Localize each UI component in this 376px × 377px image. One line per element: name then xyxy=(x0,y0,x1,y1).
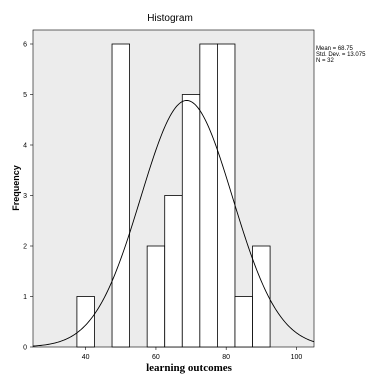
histogram-bar xyxy=(234,296,253,348)
histogram-bar xyxy=(252,245,271,348)
x-tick-label: 80 xyxy=(222,354,230,361)
x-tick-label: 60 xyxy=(152,354,160,361)
bars-group xyxy=(76,43,271,348)
x-tick-label: 40 xyxy=(82,354,90,361)
stats-line: N = 32 xyxy=(316,58,335,64)
y-tick-label: 2 xyxy=(23,244,27,251)
histogram-bar xyxy=(164,195,183,348)
stats-line: Std. Dev. = 13.075 xyxy=(316,52,366,58)
y-axis-label: Frequency xyxy=(11,165,21,211)
y-tick-label: 6 xyxy=(23,42,27,49)
y-tick-label: 4 xyxy=(23,143,27,150)
histogram-bar xyxy=(181,94,201,348)
y-tick-label: 5 xyxy=(23,92,27,99)
y-tick-label: 0 xyxy=(23,345,27,352)
y-axis: 0 1 2 3 4 5 6 xyxy=(23,42,33,352)
histogram-bar xyxy=(76,296,95,348)
normal-curve xyxy=(32,100,315,347)
histogram-bar xyxy=(111,43,130,348)
y-tick-label: 3 xyxy=(23,193,27,200)
x-axis: 40 60 80 100 xyxy=(82,347,303,361)
histogram-bar xyxy=(146,245,166,348)
chart-title: Histogram xyxy=(147,13,193,24)
stats-line: Mean = 68.75 xyxy=(316,46,354,52)
histogram-bar xyxy=(199,43,218,348)
x-axis-label: learning outcomes xyxy=(146,362,233,374)
x-tick-label: 100 xyxy=(291,354,303,361)
histogram-bar xyxy=(217,43,236,348)
y-tick-label: 1 xyxy=(23,294,27,301)
